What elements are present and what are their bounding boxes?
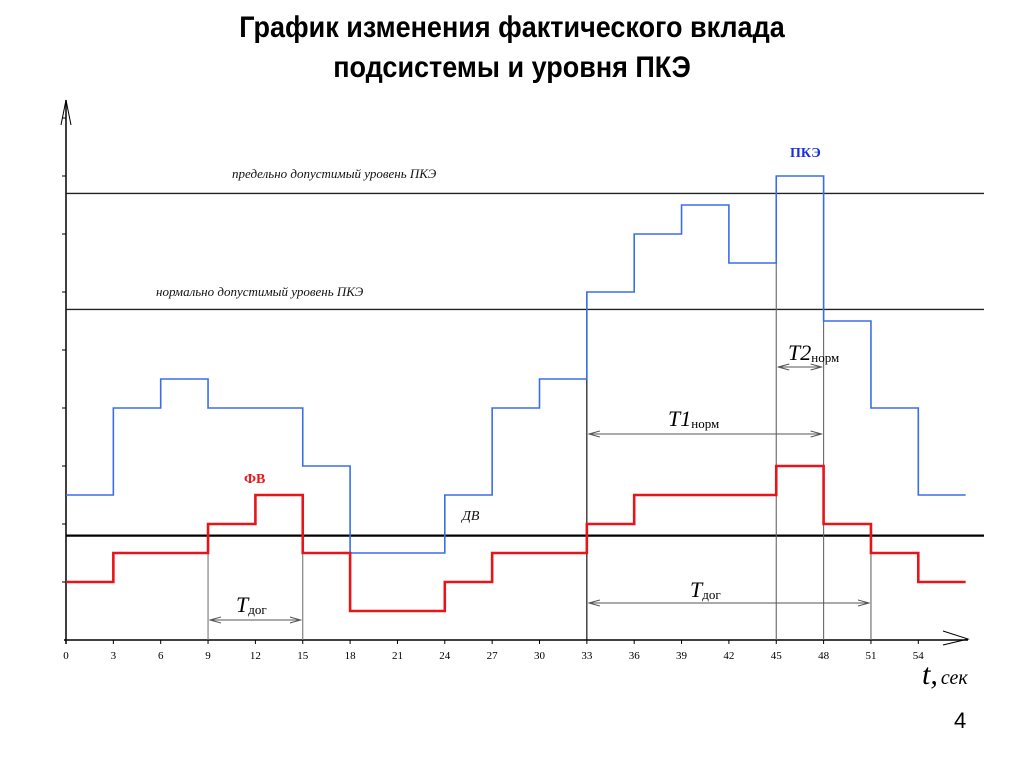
reference-lines [66, 192, 984, 537]
x-tick-label: 54 [913, 650, 925, 662]
y-axis-arrow-icon [60, 99, 72, 126]
normal-level-label: нормально допустимый уровень ПКЭ [156, 284, 364, 299]
x-tick-label: 9 [205, 650, 211, 662]
x-tick-label: 0 [63, 650, 69, 662]
x-tick-label: 51 [865, 650, 876, 662]
x-tick-label: 36 [629, 650, 641, 662]
x-tick-label: 30 [534, 650, 546, 662]
chart-labels: t, сек предельно допустимый уровень ПКЭ нор… [156, 146, 968, 691]
axes: 0 3 6 9 12 15 18 21 24 27 30 33 36 39 42 45 48 51 54 [60, 99, 970, 662]
x-tick-label: 6 [158, 650, 164, 662]
fv-series-line [66, 464, 966, 613]
x-tick-label: 48 [818, 650, 830, 662]
x-tick-label: 42 [723, 650, 734, 662]
x-axis-label: t, сек [922, 658, 968, 691]
limit-level-label: предельно допустимый уровень ПКЭ [232, 166, 437, 181]
data-series [66, 175, 966, 613]
fv-series-label: ФВ [244, 472, 265, 487]
pke-series-label: ПКЭ [790, 146, 821, 161]
t2-norm-interval-label: T2норм [788, 340, 839, 365]
title-line-1: График изменения фактического вклада [239, 11, 785, 44]
x-tick-label: 24 [439, 650, 451, 662]
x-axis-arrow-icon [942, 630, 970, 646]
x-tick-label: 15 [297, 650, 309, 662]
x-tick-label: 12 [250, 650, 261, 662]
t-dog-interval-2-label: Tдог [690, 577, 721, 602]
x-tick-label: 21 [392, 650, 403, 662]
title-line-2: подсистемы и уровня ПКЭ [333, 51, 691, 84]
x-tick-label: 27 [487, 650, 499, 662]
x-tick-label: 39 [676, 650, 688, 662]
slide-title: График изменения фактического вклада под… [51, 8, 973, 88]
t1-norm-interval-label: T1норм [668, 406, 719, 431]
t-dog-interval-1-label: Tдог [236, 592, 267, 617]
x-tick-label: 45 [771, 650, 783, 662]
x-tick-label: 3 [111, 650, 117, 662]
dv-label: ДВ [460, 509, 480, 524]
pke-series-line [66, 175, 966, 554]
page-number: 4 [954, 708, 967, 733]
x-tick-label: 18 [345, 650, 357, 662]
x-tick-label: 33 [581, 650, 593, 662]
